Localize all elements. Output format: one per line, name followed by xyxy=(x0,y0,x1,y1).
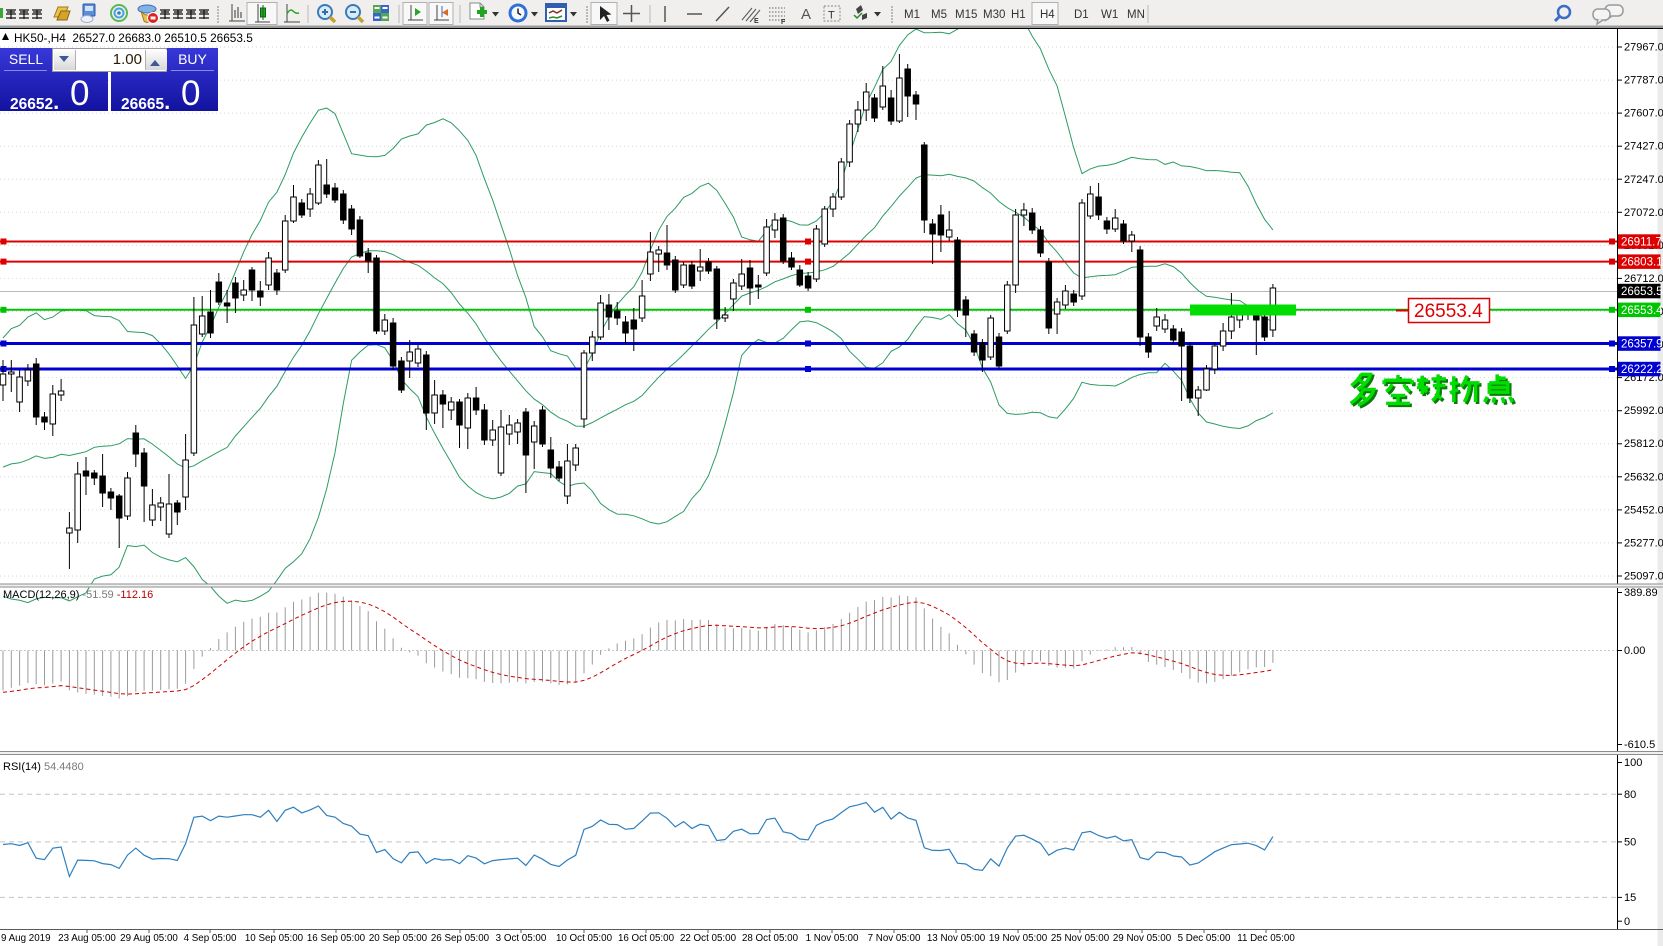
svg-text:26222.2: 26222.2 xyxy=(1621,364,1663,376)
svg-text:W1: W1 xyxy=(1101,9,1118,21)
svg-text:26 Sep 05:00: 26 Sep 05:00 xyxy=(431,933,490,944)
svg-text:E: E xyxy=(754,18,759,25)
svg-text:1 Nov 05:00: 1 Nov 05:00 xyxy=(806,933,859,944)
svg-text:26553.4: 26553.4 xyxy=(1621,305,1663,317)
svg-text:25097.0: 25097.0 xyxy=(1624,571,1663,583)
svg-text:13 Nov 05:00: 13 Nov 05:00 xyxy=(927,933,986,944)
svg-text:7 Nov 05:00: 7 Nov 05:00 xyxy=(868,933,921,944)
svg-text:10 Sep 05:00: 10 Sep 05:00 xyxy=(245,933,304,944)
svg-text:F: F xyxy=(781,19,786,26)
svg-text:4 Sep 05:00: 4 Sep 05:00 xyxy=(184,933,237,944)
svg-text:M5: M5 xyxy=(931,9,947,21)
svg-text:28 Oct 05:00: 28 Oct 05:00 xyxy=(742,933,799,944)
svg-text:27072.0: 27072.0 xyxy=(1624,207,1663,219)
svg-text:25 Nov 05:00: 25 Nov 05:00 xyxy=(1051,933,1110,944)
svg-text:26911.7: 26911.7 xyxy=(1621,237,1662,249)
svg-text:RSI(14) 54.4480: RSI(14) 54.4480 xyxy=(3,761,84,773)
svg-text:10 Oct 05:00: 10 Oct 05:00 xyxy=(556,933,613,944)
svg-text:25812.0: 25812.0 xyxy=(1624,438,1663,450)
svg-text:3 Oct 05:00: 3 Oct 05:00 xyxy=(496,933,547,944)
svg-text:26803.1: 26803.1 xyxy=(1621,257,1663,269)
svg-text:27247.0: 27247.0 xyxy=(1624,174,1663,186)
svg-text:MN: MN xyxy=(1127,9,1145,21)
svg-text:M30: M30 xyxy=(983,9,1005,21)
svg-text:20 Sep 05:00: 20 Sep 05:00 xyxy=(369,933,428,944)
svg-text:23 Aug 05:00: 23 Aug 05:00 xyxy=(58,933,116,944)
svg-text:29 Nov 05:00: 29 Nov 05:00 xyxy=(1113,933,1172,944)
svg-text:H4: H4 xyxy=(1040,9,1055,21)
svg-text:27967.0: 27967.0 xyxy=(1624,42,1663,54)
svg-text:25277.0: 25277.0 xyxy=(1624,537,1663,549)
svg-text:50: 50 xyxy=(1624,836,1636,848)
svg-text:25632.0: 25632.0 xyxy=(1624,471,1663,483)
svg-text:9 Aug 2019: 9 Aug 2019 xyxy=(1,933,51,944)
svg-text:11 Dec 05:00: 11 Dec 05:00 xyxy=(1237,933,1295,944)
svg-text:-610.5: -610.5 xyxy=(1624,739,1655,751)
svg-text:27427.0: 27427.0 xyxy=(1624,141,1663,153)
svg-text:0.00: 0.00 xyxy=(1624,645,1645,657)
svg-text:H1: H1 xyxy=(1011,9,1026,21)
svg-text:15: 15 xyxy=(1624,892,1636,904)
svg-text:16 Oct 05:00: 16 Oct 05:00 xyxy=(618,933,675,944)
svg-text:80: 80 xyxy=(1624,789,1636,801)
svg-text:0: 0 xyxy=(1624,916,1630,928)
svg-text:100: 100 xyxy=(1624,757,1642,769)
svg-text:19 Nov 05:00: 19 Nov 05:00 xyxy=(989,933,1048,944)
svg-text:26553.4: 26553.4 xyxy=(1414,301,1483,322)
svg-text:22 Oct 05:00: 22 Oct 05:00 xyxy=(680,933,737,944)
svg-text:A: A xyxy=(801,6,811,23)
svg-text:389.89: 389.89 xyxy=(1624,587,1658,599)
svg-text:M1: M1 xyxy=(904,9,920,21)
svg-text:T: T xyxy=(828,10,835,22)
svg-text:MACD(12,26,9) -51.59 -112.16: MACD(12,26,9) -51.59 -112.16 xyxy=(3,589,153,601)
svg-text:27607.0: 27607.0 xyxy=(1624,108,1663,120)
svg-text:25992.0: 25992.0 xyxy=(1624,405,1663,417)
svg-text:26712.0: 26712.0 xyxy=(1624,273,1663,285)
svg-text:5 Dec 05:00: 5 Dec 05:00 xyxy=(1178,933,1231,944)
svg-text:16 Sep 05:00: 16 Sep 05:00 xyxy=(307,933,366,944)
svg-text:M15: M15 xyxy=(955,9,977,21)
svg-text:26357.9: 26357.9 xyxy=(1621,339,1663,351)
svg-text:29 Aug 05:00: 29 Aug 05:00 xyxy=(120,933,178,944)
svg-text:25452.0: 25452.0 xyxy=(1624,504,1663,516)
svg-text:26653.5: 26653.5 xyxy=(1621,286,1663,298)
svg-text:HK50-,H4 26527.0 26683.0 2651: HK50-,H4 26527.0 26683.0 26510.5 26653.5 xyxy=(14,31,253,45)
svg-text:D1: D1 xyxy=(1074,9,1089,21)
svg-text:27787.0: 27787.0 xyxy=(1624,75,1663,87)
